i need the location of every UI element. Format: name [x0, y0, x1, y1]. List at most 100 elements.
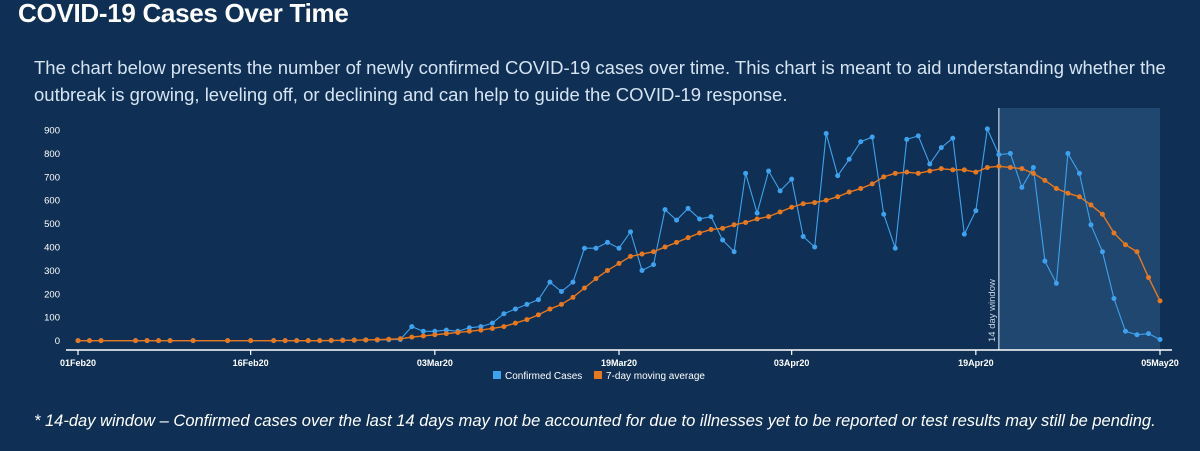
7-day-moving-average-point	[1145, 274, 1151, 280]
confirmed-cases-point	[628, 229, 634, 235]
confirmed-cases-point	[1134, 332, 1140, 338]
confirmed-cases-point	[1088, 222, 1094, 228]
confirmed-cases-point	[432, 328, 438, 334]
7-day-moving-average-point	[282, 338, 288, 344]
confirmed-cases-point	[973, 208, 979, 214]
y-tick-label: 300	[44, 266, 60, 277]
confirmed-cases-point	[743, 170, 749, 176]
confirmed-cases-point	[604, 239, 610, 245]
y-tick-label: 0	[55, 336, 60, 347]
7-day-moving-average-point	[317, 338, 323, 344]
y-tick-label: 100	[44, 313, 60, 324]
series-layer	[75, 126, 1163, 344]
7-day-moving-average-point	[846, 189, 852, 195]
confirmed-cases-point	[881, 211, 887, 217]
7-day-moving-average-point	[87, 338, 93, 344]
confirmed-cases-point	[1007, 150, 1013, 156]
7-day-moving-average-point	[616, 260, 622, 266]
7-day-moving-average-point	[535, 312, 541, 318]
7-day-moving-average-point	[938, 166, 944, 172]
confirmed-cases-point	[961, 231, 967, 237]
7-day-moving-average-point	[489, 325, 495, 331]
confirmed-cases-point	[547, 279, 553, 285]
confirmed-cases-point	[651, 262, 657, 268]
confirmed-cases-point	[443, 327, 449, 333]
7-day-moving-average-point	[789, 204, 795, 210]
confirmed-cases-point	[731, 249, 737, 255]
y-tick-label: 900	[44, 126, 60, 137]
confirmed-cases-point	[1019, 184, 1025, 190]
confirmed-cases-point	[823, 131, 829, 137]
x-tick-label: 03Mar20	[417, 358, 453, 368]
y-tick-label: 200	[44, 289, 60, 300]
7-day-moving-average-point	[167, 338, 173, 344]
7-day-moving-average-point	[1122, 242, 1128, 248]
confirmed-cases-point	[639, 267, 645, 273]
confirmed-cases-point	[1157, 336, 1163, 342]
confirmed-cases-point	[570, 279, 576, 285]
7-day-moving-average-point	[593, 276, 599, 282]
7-day-moving-average-line	[78, 165, 1161, 342]
confirmed-cases-point	[512, 306, 518, 312]
confirmed-cases-point	[1042, 258, 1048, 264]
7-day-moving-average-point	[869, 181, 875, 187]
confirmed-cases-point	[777, 188, 783, 194]
confirmed-cases-point	[478, 324, 484, 330]
7-day-moving-average-point	[754, 216, 760, 222]
7-day-moving-average-point	[777, 209, 783, 215]
y-tick-label: 800	[44, 149, 60, 160]
confirmed-cases-point	[708, 214, 714, 220]
confirmed-cases-point	[915, 133, 921, 139]
7-day-moving-average-point	[961, 167, 967, 173]
7-day-moving-average-point	[1099, 211, 1105, 217]
7-day-moving-average-point	[455, 329, 461, 335]
legend-label-confirmed[interactable]: Confirmed Cases	[505, 371, 582, 382]
legend-label-moving-average[interactable]: 7-day moving average	[606, 371, 705, 382]
7-day-moving-average-point	[374, 337, 380, 343]
confirmed-cases-point	[812, 244, 818, 250]
confirmed-cases-point	[1122, 328, 1128, 334]
7-day-moving-average-point	[397, 336, 403, 342]
7-day-moving-average-point	[581, 285, 587, 291]
7-day-moving-average-point	[190, 338, 196, 344]
legend-swatch-moving-average[interactable]	[594, 371, 602, 379]
y-tick-label: 400	[44, 243, 60, 254]
confirmed-cases-point	[835, 173, 841, 179]
7-day-moving-average-point	[950, 167, 956, 173]
7-day-moving-average-point	[639, 251, 645, 257]
7-day-moving-average-point	[420, 333, 426, 339]
7-day-moving-average-point	[1007, 164, 1013, 170]
7-day-moving-average-point	[984, 164, 990, 170]
window-label: 14 day window	[987, 279, 998, 342]
confirmed-cases-point	[662, 207, 668, 213]
confirmed-cases-point	[697, 216, 703, 222]
confirmed-cases-point	[524, 301, 530, 307]
7-day-moving-average-point	[800, 201, 806, 207]
confirmed-cases-point	[766, 168, 772, 174]
7-day-moving-average-point	[1134, 249, 1140, 255]
7-day-moving-average-point	[835, 194, 841, 200]
7-day-moving-average-point	[858, 186, 864, 192]
cases-chart-svg: 14 day window 0 100 200 300 400 500 600 700 800 9…	[44, 108, 1179, 382]
y-tick-label: 500	[44, 219, 60, 230]
confirmed-cases-point	[593, 245, 599, 251]
7-day-moving-average-point	[628, 253, 634, 259]
7-day-moving-average-point	[305, 338, 311, 344]
confirmed-cases-point	[858, 139, 864, 145]
confirmed-cases-point	[420, 328, 426, 334]
7-day-moving-average-point	[674, 239, 680, 245]
confirmed-cases-point	[1065, 150, 1071, 156]
legend-swatch-confirmed[interactable]	[493, 371, 501, 379]
7-day-moving-average-point	[558, 301, 564, 307]
confirmed-cases-point	[1076, 170, 1082, 176]
7-day-moving-average-point	[294, 338, 300, 344]
x-tick-label: 19Apr20	[958, 358, 994, 368]
page-title: COVID-19 Cases Over Time	[18, 0, 349, 28]
7-day-moving-average-point	[351, 337, 357, 343]
legend[interactable]: Confirmed Cases 7-day moving average	[493, 371, 705, 382]
7-day-moving-average-point	[1030, 170, 1036, 176]
7-day-moving-average-point	[731, 222, 737, 228]
7-day-moving-average-point	[386, 336, 392, 342]
7-day-moving-average-point	[697, 230, 703, 236]
7-day-moving-average-point	[904, 169, 910, 175]
